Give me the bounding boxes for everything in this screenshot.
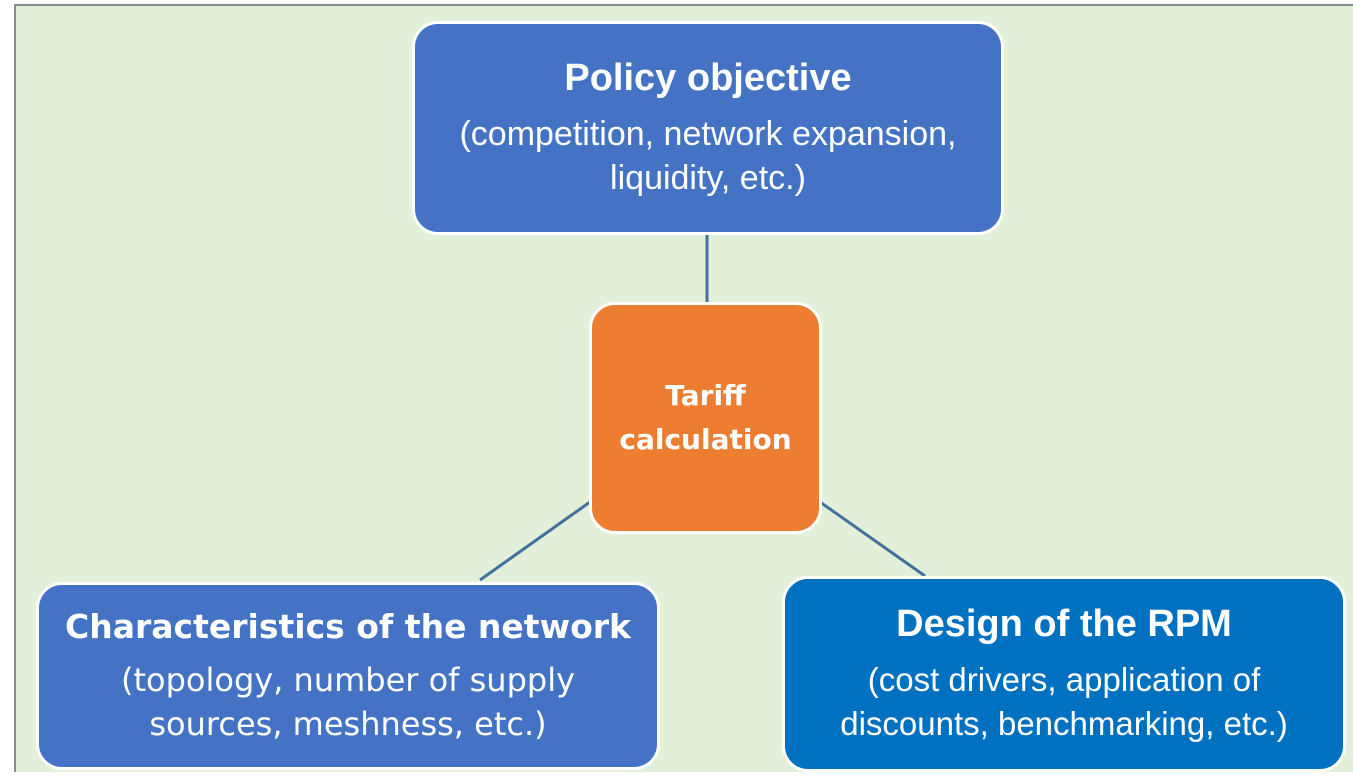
- connector: [479, 500, 591, 582]
- node-text: (cost drivers, application of discounts, …: [785, 658, 1343, 746]
- node-title: Policy objective: [564, 56, 852, 99]
- node-text: (topology, number of supply sources, mesh…: [39, 658, 657, 746]
- connector: [819, 500, 926, 578]
- text-line: (topology, number of supply: [120, 660, 576, 699]
- tariff-box: Tariff calculation: [589, 302, 822, 534]
- node-title: Design of the RPM: [896, 602, 1232, 645]
- node-text: (competition, network expansion, liquidit…: [415, 112, 1001, 200]
- text-line: liquidity, etc.): [610, 158, 806, 197]
- node-title: calculation: [619, 423, 792, 456]
- text-line: sources, meshness, etc.): [149, 704, 547, 743]
- rpm-box: Design of the RPM (cost drivers, applica…: [782, 576, 1346, 772]
- text-line: discounts, benchmarking, etc.): [840, 704, 1288, 742]
- policy-box: Policy objective (competition, network e…: [412, 21, 1004, 235]
- text-line: (competition, network expansion,: [459, 114, 957, 153]
- text-line: (cost drivers, application of: [867, 660, 1261, 698]
- node-title: Characteristics of the network: [65, 606, 631, 646]
- node-title: Tariff: [665, 379, 746, 412]
- network-box: Characteristics of the network (topology…: [36, 582, 660, 770]
